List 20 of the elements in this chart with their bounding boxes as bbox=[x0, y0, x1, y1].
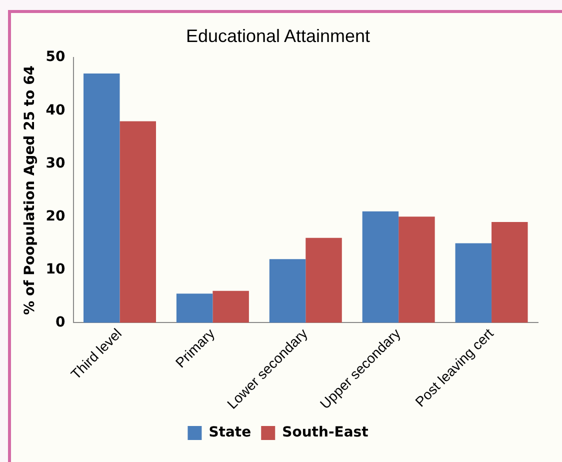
bar bbox=[362, 211, 399, 323]
y-tick-label: 0 bbox=[56, 314, 66, 330]
bar bbox=[269, 259, 306, 323]
legend-label: South-East bbox=[282, 424, 369, 441]
bar bbox=[120, 121, 156, 323]
bar bbox=[455, 243, 492, 323]
bar bbox=[176, 294, 213, 323]
y-tick-label: 40 bbox=[46, 102, 66, 118]
bar bbox=[212, 290, 249, 323]
bar bbox=[84, 74, 120, 323]
bar bbox=[306, 238, 342, 323]
y-tick-label: 50 bbox=[46, 49, 66, 66]
y-tick-label: 30 bbox=[46, 155, 66, 172]
chart-title: Educational Attainment bbox=[186, 26, 370, 46]
bar bbox=[398, 216, 435, 323]
y-axis-title: % of Poopulation Aged 25 to 64 bbox=[22, 65, 38, 315]
y-tick-label: 10 bbox=[46, 261, 66, 278]
bar bbox=[492, 222, 528, 323]
y-tick-label: 20 bbox=[46, 208, 66, 224]
legend-label: State bbox=[208, 424, 252, 441]
